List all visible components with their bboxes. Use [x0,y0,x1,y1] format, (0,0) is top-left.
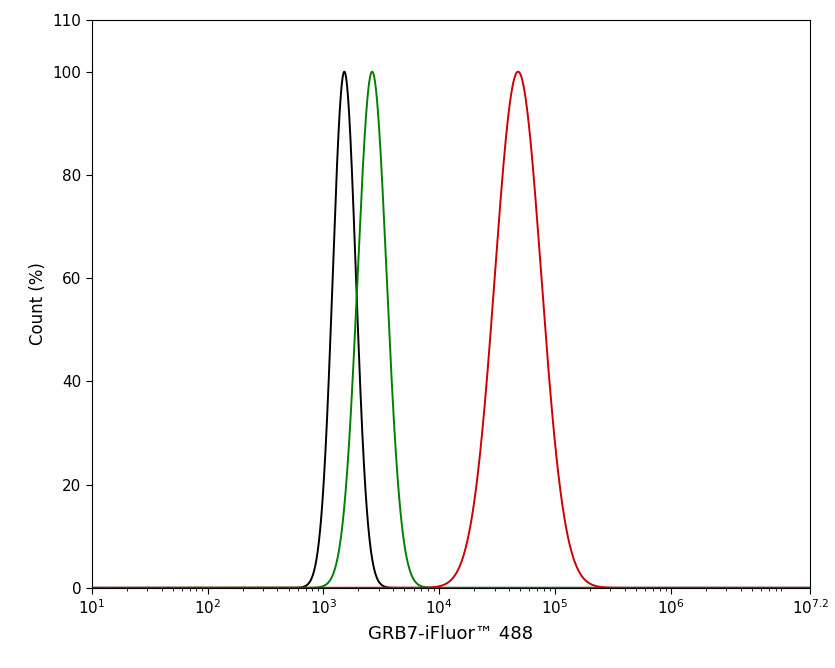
Y-axis label: Count (%): Count (%) [29,263,47,345]
X-axis label: GRB7-iFluor™ 488: GRB7-iFluor™ 488 [368,625,534,643]
